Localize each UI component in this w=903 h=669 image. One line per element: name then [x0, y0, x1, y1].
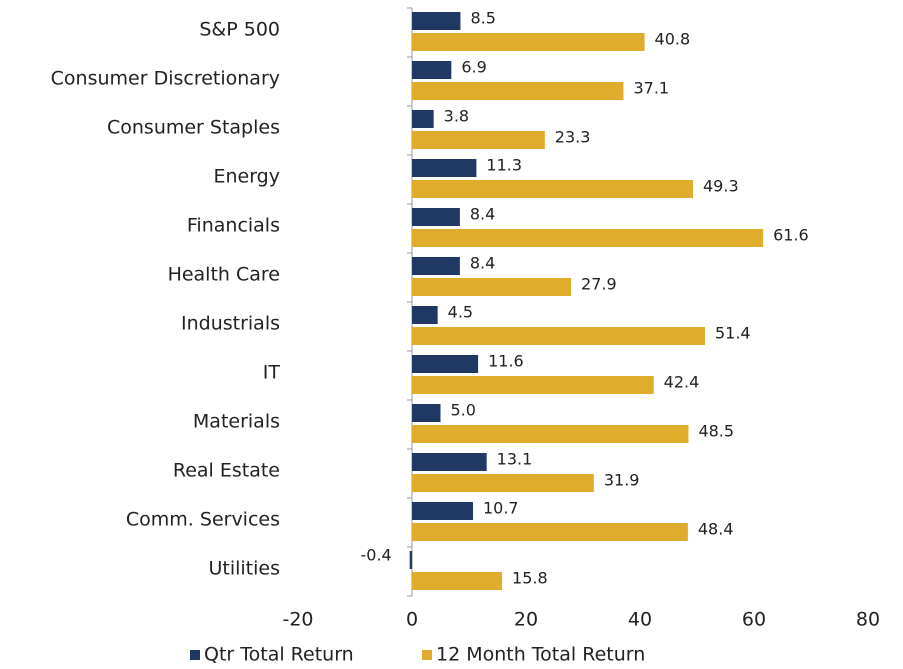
bar [412, 404, 441, 422]
bar [412, 474, 594, 492]
value-label: 49.3 [703, 177, 739, 196]
legend-swatch [422, 650, 432, 660]
bar [412, 229, 764, 247]
bar [412, 257, 460, 275]
value-label: 48.5 [698, 422, 734, 441]
x-tick-label: 0 [406, 609, 418, 631]
bar [412, 425, 689, 443]
value-label: 5.0 [451, 401, 476, 420]
value-label: 13.1 [497, 450, 533, 469]
value-label: -0.4 [361, 546, 392, 565]
value-label: 37.1 [633, 79, 669, 98]
x-tick-label: 20 [514, 609, 538, 631]
bar [412, 327, 705, 345]
value-label: 48.4 [698, 520, 734, 539]
category-label: Health Care [168, 264, 280, 286]
value-label: 40.8 [655, 30, 691, 49]
bar [412, 82, 624, 100]
value-label: 11.6 [488, 352, 524, 371]
x-tick-label: 60 [742, 609, 766, 631]
value-label: 61.6 [773, 226, 809, 245]
bar [412, 110, 434, 128]
value-label: 8.4 [470, 205, 495, 224]
legend-swatch [190, 650, 200, 660]
category-label: Real Estate [173, 460, 280, 482]
value-label: 27.9 [581, 275, 617, 294]
category-label: Energy [213, 166, 280, 188]
bar [412, 208, 460, 226]
value-label: 51.4 [715, 324, 751, 343]
category-label: IT [263, 362, 281, 384]
bar [412, 61, 452, 79]
category-label: Consumer Discretionary [51, 68, 280, 90]
bar [412, 131, 545, 149]
x-tick-label: -20 [282, 609, 313, 631]
bar [412, 502, 473, 520]
value-label: 11.3 [486, 156, 522, 175]
value-label: 23.3 [555, 128, 591, 147]
bar [412, 306, 438, 324]
category-label: S&P 500 [199, 19, 280, 41]
category-label: Materials [193, 411, 280, 433]
legend-label: 12 Month Total Return [436, 644, 645, 666]
category-label: Financials [187, 215, 280, 237]
category-label: Consumer Staples [107, 117, 280, 139]
category-label: Utilities [208, 558, 280, 580]
value-label: 4.5 [448, 303, 473, 322]
bar [409, 551, 412, 569]
x-tick-label: 40 [628, 609, 652, 631]
value-label: 6.9 [461, 58, 486, 77]
value-label: 3.8 [444, 107, 469, 126]
bar [412, 159, 477, 177]
legend-label: Qtr Total Return [204, 644, 354, 666]
bar [412, 572, 503, 590]
value-label: 42.4 [664, 373, 700, 392]
category-label: Comm. Services [126, 509, 280, 531]
value-label: 8.5 [470, 9, 495, 28]
bar [412, 12, 461, 30]
bar [412, 180, 694, 198]
bar [412, 355, 479, 373]
value-label: 31.9 [604, 471, 640, 490]
value-label: 10.7 [483, 499, 519, 518]
x-tick-label: 80 [856, 609, 880, 631]
value-label: 8.4 [470, 254, 495, 273]
value-label: 15.8 [512, 569, 548, 588]
category-label: Industrials [181, 313, 280, 335]
bar [412, 523, 688, 541]
bar [412, 33, 645, 51]
bar [412, 376, 654, 394]
bar [412, 453, 487, 471]
bar [412, 278, 572, 296]
